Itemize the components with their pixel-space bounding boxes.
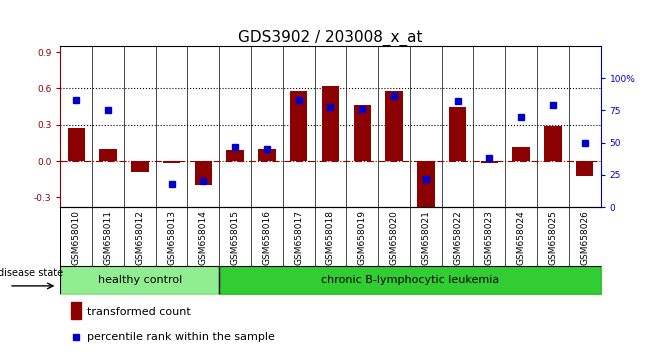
Bar <box>195 161 212 185</box>
Bar <box>354 105 371 161</box>
Bar <box>544 126 562 161</box>
Bar <box>163 161 180 164</box>
Text: GSM658011: GSM658011 <box>103 210 113 265</box>
Bar <box>131 161 148 172</box>
Text: GSM658019: GSM658019 <box>358 210 367 265</box>
Text: GSM658015: GSM658015 <box>231 210 240 265</box>
Text: GSM658016: GSM658016 <box>262 210 272 265</box>
Bar <box>449 107 466 161</box>
Bar <box>226 150 244 161</box>
Bar <box>258 149 276 161</box>
Text: GSM658023: GSM658023 <box>485 210 494 265</box>
Text: transformed count: transformed count <box>87 307 191 317</box>
Bar <box>513 147 530 161</box>
Text: GSM658021: GSM658021 <box>421 210 430 265</box>
Text: GSM658024: GSM658024 <box>517 210 525 265</box>
Text: GSM658013: GSM658013 <box>167 210 176 265</box>
Bar <box>99 149 117 161</box>
Bar <box>480 161 498 164</box>
Bar <box>576 161 593 176</box>
Text: GSM658020: GSM658020 <box>389 210 399 265</box>
Bar <box>68 129 85 161</box>
Text: GSM658018: GSM658018 <box>326 210 335 265</box>
Text: GSM658025: GSM658025 <box>548 210 558 265</box>
Bar <box>385 91 403 161</box>
Text: chronic B-lymphocytic leukemia: chronic B-lymphocytic leukemia <box>321 275 499 285</box>
Bar <box>417 161 435 207</box>
Text: GSM658017: GSM658017 <box>294 210 303 265</box>
Text: GSM658026: GSM658026 <box>580 210 589 265</box>
Text: percentile rank within the sample: percentile rank within the sample <box>87 332 275 342</box>
Bar <box>290 91 307 161</box>
Text: GSM658014: GSM658014 <box>199 210 208 265</box>
Text: GSM658022: GSM658022 <box>453 210 462 265</box>
Bar <box>321 86 340 161</box>
Text: healthy control: healthy control <box>98 275 182 285</box>
Text: GSM658012: GSM658012 <box>136 210 144 265</box>
Text: disease state: disease state <box>0 268 63 279</box>
Text: GSM658010: GSM658010 <box>72 210 81 265</box>
Bar <box>71 302 81 319</box>
Title: GDS3902 / 203008_x_at: GDS3902 / 203008_x_at <box>238 30 423 46</box>
